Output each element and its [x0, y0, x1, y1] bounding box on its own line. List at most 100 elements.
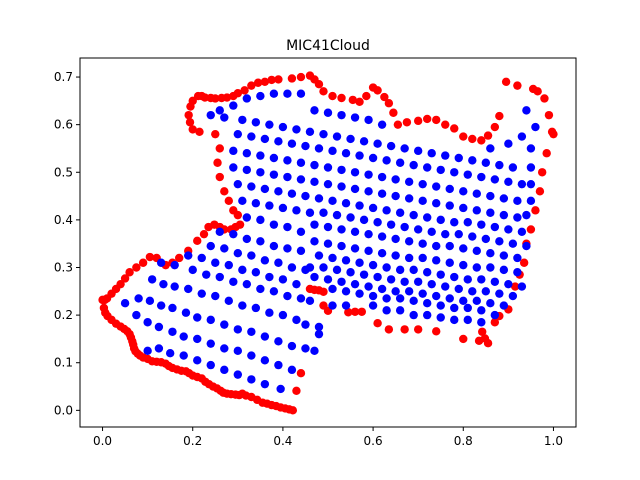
interior-point-225	[287, 189, 297, 198]
interior-point-337	[531, 122, 540, 132]
interior-point-93	[337, 277, 346, 286]
interior-point-344	[296, 89, 306, 98]
interior-point-19	[220, 344, 229, 353]
interior-point-96	[377, 284, 387, 294]
interior-point-161	[296, 246, 306, 256]
boundary-point-70	[459, 334, 468, 344]
interior-point-140	[328, 253, 337, 263]
interior-point-59	[211, 291, 220, 301]
interior-point-8	[247, 375, 256, 384]
boundary-point-63	[350, 307, 360, 316]
boundary-point-176	[100, 295, 110, 305]
boundary-point-159	[204, 222, 213, 232]
interior-point-168	[391, 251, 400, 260]
interior-point-97	[391, 287, 400, 296]
interior-point-257	[404, 194, 414, 203]
interior-point-262	[472, 206, 481, 215]
interior-point-354	[522, 106, 531, 115]
interior-point-341	[256, 91, 265, 101]
interior-point-111	[251, 268, 261, 277]
interior-point-21	[247, 351, 256, 360]
interior-point-189	[391, 234, 400, 244]
interior-point-26	[310, 346, 319, 356]
interior-point-29	[145, 296, 155, 306]
interior-point-245	[242, 165, 252, 175]
interior-point-71	[382, 294, 391, 303]
interior-point-1	[154, 344, 164, 353]
interior-point-223	[260, 184, 270, 194]
interior-point-300	[368, 153, 378, 163]
boundary-point-107	[393, 120, 403, 129]
interior-point-79	[490, 310, 500, 320]
interior-point-244	[229, 163, 238, 172]
interior-point-120	[373, 272, 382, 282]
interior-point-145	[395, 265, 405, 275]
interior-point-230	[355, 201, 364, 210]
interior-point-209	[373, 218, 382, 227]
boundary-point-171	[120, 274, 130, 283]
boundary-point-88	[549, 129, 558, 139]
boundary-point-72	[478, 327, 487, 336]
interior-point-342	[269, 89, 279, 98]
interior-point-201	[265, 201, 274, 210]
interior-point-271	[283, 156, 292, 165]
interior-point-162	[310, 237, 319, 246]
interior-point-70	[368, 291, 378, 301]
interior-point-240	[490, 222, 500, 232]
interior-point-123	[413, 277, 423, 286]
interior-point-312	[526, 163, 536, 172]
y-tick-label: 0.6	[54, 118, 73, 132]
interior-point-58	[197, 289, 206, 298]
boundary-point-84	[535, 187, 545, 196]
interior-point-321	[319, 129, 328, 139]
interior-point-176	[499, 265, 509, 275]
interior-point-210	[386, 220, 396, 229]
boundary-point-86	[542, 149, 551, 158]
interior-point-171	[432, 256, 441, 265]
interior-point-261	[459, 203, 468, 213]
interior-point-221	[233, 179, 243, 189]
interior-point-114	[292, 279, 301, 289]
interior-point-179	[256, 215, 265, 225]
interior-point-306	[450, 168, 459, 177]
boundary-point-148	[215, 172, 224, 182]
interior-point-234	[409, 210, 418, 220]
interior-point-32	[181, 308, 191, 317]
interior-point-54	[147, 275, 157, 284]
boundary-point-83	[531, 206, 540, 215]
boundary-point-126	[260, 77, 270, 87]
boundary-point-97	[483, 131, 493, 140]
interior-point-241	[504, 225, 513, 234]
interior-point-227	[314, 194, 324, 203]
interior-point-9	[260, 379, 270, 389]
boundary-point-103	[432, 115, 441, 125]
interior-point-163	[323, 239, 333, 248]
interior-point-14	[154, 322, 164, 332]
interior-point-121	[386, 275, 396, 284]
boundary-point-128	[247, 81, 256, 90]
boundary-point-85	[537, 168, 547, 177]
boundary-point-59	[319, 287, 328, 296]
interior-point-167	[377, 249, 387, 258]
interior-point-315	[238, 115, 247, 125]
interior-point-166	[364, 246, 373, 256]
interior-point-253	[350, 184, 360, 194]
interior-point-147	[423, 268, 432, 277]
interior-point-273	[310, 160, 319, 170]
interior-point-295	[301, 141, 310, 151]
boundary-point-144	[195, 127, 204, 136]
interior-point-11	[120, 299, 130, 308]
interior-point-180	[269, 220, 279, 229]
interior-point-305	[436, 165, 445, 175]
interior-point-152	[490, 277, 500, 286]
interior-point-193	[445, 241, 454, 251]
interior-point-185	[337, 225, 346, 234]
interior-point-38	[260, 332, 270, 341]
interior-point-281	[418, 179, 427, 189]
interior-point-174	[472, 263, 481, 272]
boundary-point-96	[490, 122, 500, 132]
interior-point-36	[233, 325, 243, 334]
interior-point-37	[247, 327, 256, 336]
interior-point-229	[341, 199, 351, 208]
interior-point-328	[413, 146, 423, 156]
